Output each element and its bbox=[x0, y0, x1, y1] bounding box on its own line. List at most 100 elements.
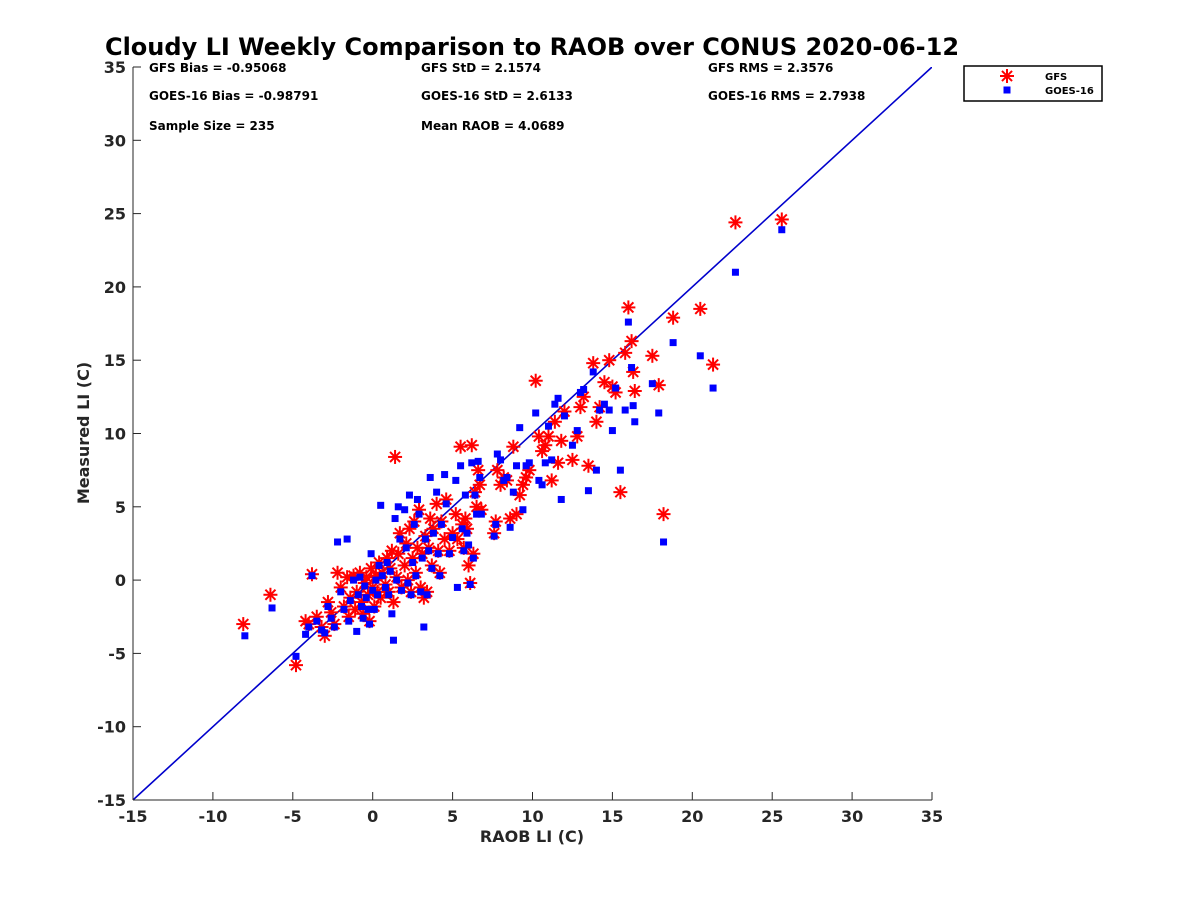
gfs-point bbox=[666, 310, 681, 325]
y-tick-label: 25 bbox=[104, 205, 126, 224]
goes16-point bbox=[473, 510, 481, 518]
y-tick-label: -15 bbox=[97, 791, 126, 810]
goes16-point bbox=[396, 535, 404, 543]
x-tick-label: 10 bbox=[521, 807, 543, 826]
goes16-point bbox=[385, 591, 393, 599]
goes16-point bbox=[340, 605, 348, 613]
goes16-point bbox=[321, 629, 329, 637]
goes16-point bbox=[377, 501, 385, 509]
x-tick-label: 0 bbox=[367, 807, 378, 826]
goes16-point bbox=[551, 400, 559, 408]
goes16-point bbox=[405, 491, 413, 499]
goes16-point bbox=[426, 473, 434, 481]
goes16-point bbox=[308, 572, 316, 580]
goes16-point bbox=[525, 459, 533, 467]
goes16-point bbox=[241, 632, 249, 640]
goes16-point bbox=[313, 617, 321, 625]
stats-panel: GFS Bias = -0.95068 GFS StD = 2.1574 GFS R… bbox=[149, 61, 865, 133]
goes16-point bbox=[383, 559, 391, 567]
goes16-point bbox=[394, 503, 402, 511]
goes16-point bbox=[624, 318, 632, 326]
gfs-point bbox=[464, 438, 479, 453]
gfs-point bbox=[330, 565, 345, 580]
x-tick-label: 35 bbox=[921, 807, 943, 826]
goes16-point bbox=[778, 226, 786, 234]
goes16-point bbox=[516, 424, 524, 432]
gfs-point bbox=[627, 383, 642, 398]
goes16-point bbox=[437, 520, 445, 528]
gfs-point bbox=[490, 463, 505, 478]
stat-text: Mean RAOB = 4.0689 bbox=[421, 119, 565, 133]
goes16-point bbox=[592, 466, 600, 474]
goes16-point bbox=[436, 572, 444, 580]
gfs-point bbox=[388, 449, 403, 464]
goes16-point bbox=[386, 567, 394, 575]
goes16-point bbox=[493, 450, 501, 458]
axes: -15 -10 -5 0 5 10 15 20 25 30 35 -15 -10 -5 0 5 10 15 20 25… bbox=[97, 58, 943, 826]
reference-line bbox=[133, 67, 932, 800]
goes16-point bbox=[506, 523, 514, 531]
goes16-point bbox=[628, 364, 636, 372]
gfs-point bbox=[573, 400, 588, 415]
gfs-point bbox=[728, 215, 743, 230]
gfs-point bbox=[458, 511, 473, 526]
goes16-point bbox=[359, 614, 367, 622]
gfs-point bbox=[613, 485, 628, 500]
goes16-point bbox=[350, 576, 358, 584]
goes16-point bbox=[541, 459, 549, 467]
gfs-point bbox=[386, 595, 401, 610]
goes16-point bbox=[580, 386, 588, 394]
gfs-point bbox=[645, 348, 660, 363]
goes16-point bbox=[412, 572, 420, 580]
legend-gfs-marker bbox=[1000, 69, 1014, 83]
gfs-point bbox=[693, 301, 708, 316]
goes16-point bbox=[557, 495, 565, 503]
goes16-point bbox=[544, 422, 552, 430]
gfs-point bbox=[544, 473, 559, 488]
x-tick-label: 25 bbox=[761, 807, 783, 826]
goes16-point bbox=[420, 623, 428, 631]
goes16-point bbox=[346, 597, 354, 605]
x-tick-label: 30 bbox=[841, 807, 863, 826]
goes16-point bbox=[605, 406, 613, 414]
goes16-point bbox=[476, 473, 484, 481]
y-tick-label: 10 bbox=[104, 425, 126, 444]
goes16-point bbox=[418, 554, 426, 562]
goes16-point bbox=[415, 510, 423, 518]
goes16-point bbox=[463, 529, 471, 537]
goes16-point bbox=[709, 384, 717, 392]
goes16-point bbox=[362, 594, 370, 602]
goes16-point bbox=[449, 534, 457, 542]
gfs-point bbox=[528, 373, 543, 388]
goes16-point bbox=[535, 476, 543, 484]
goes16-point bbox=[378, 572, 386, 580]
goes16-point bbox=[401, 506, 409, 514]
y-tick-label: 5 bbox=[115, 498, 126, 517]
goes16-point bbox=[367, 550, 375, 558]
goes16-point bbox=[629, 402, 637, 410]
goes16-point bbox=[361, 582, 369, 590]
goes16-point bbox=[343, 535, 351, 543]
goes16-point bbox=[445, 550, 453, 558]
goes16-point bbox=[460, 547, 468, 555]
y-tick-label: 20 bbox=[104, 278, 126, 297]
goes16-point bbox=[554, 394, 562, 402]
goes16-point bbox=[474, 457, 482, 465]
goes16-point bbox=[337, 588, 345, 596]
goes16-point bbox=[421, 535, 429, 543]
stat-text: GFS RMS = 2.3576 bbox=[708, 61, 833, 75]
goes16-point bbox=[389, 636, 397, 644]
x-tick-label: -10 bbox=[198, 807, 227, 826]
goes16-point bbox=[458, 525, 466, 533]
legend-box bbox=[963, 65, 1103, 102]
goes16-point bbox=[409, 559, 417, 567]
goes16-point bbox=[616, 466, 624, 474]
goes16-point bbox=[452, 476, 460, 484]
goes16-point bbox=[402, 544, 410, 552]
goes16-point bbox=[441, 471, 449, 479]
goes16-point bbox=[429, 529, 437, 537]
gfs-point bbox=[397, 558, 412, 573]
goes16-point bbox=[655, 409, 663, 417]
goes16-point bbox=[584, 487, 592, 495]
